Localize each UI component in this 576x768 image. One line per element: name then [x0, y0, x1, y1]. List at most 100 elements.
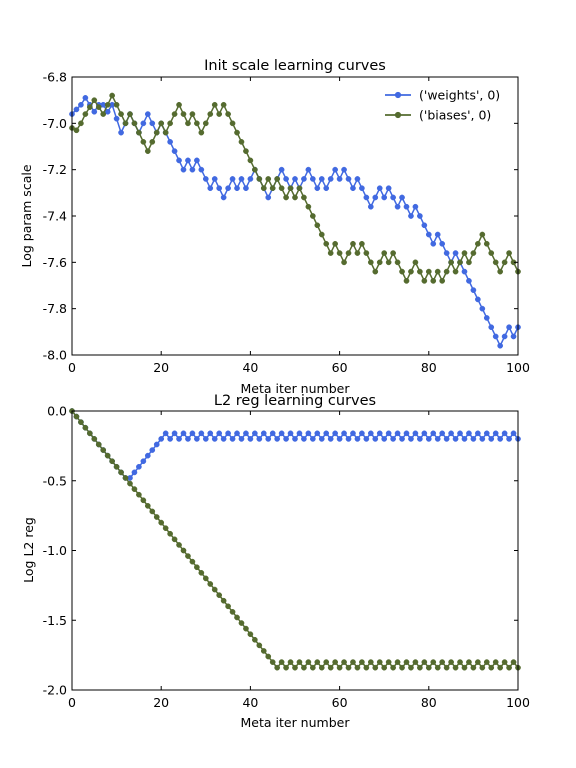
data-point [471, 436, 476, 441]
data-point [83, 95, 88, 100]
data-point [440, 278, 445, 283]
data-point [176, 542, 181, 547]
data-point [203, 176, 208, 181]
data-point [181, 431, 186, 436]
data-point [453, 269, 458, 274]
data-point [172, 537, 177, 542]
y-tick-label: -7.2 [43, 162, 67, 177]
data-point [475, 241, 480, 246]
data-point [493, 431, 498, 436]
data-point [417, 213, 422, 218]
data-point [426, 232, 431, 237]
data-point [217, 431, 222, 436]
data-point [506, 436, 511, 441]
data-point [435, 232, 440, 237]
data-point [408, 269, 413, 274]
data-point [132, 487, 137, 492]
data-point [489, 250, 494, 255]
data-point [257, 643, 262, 648]
data-point [395, 660, 400, 665]
data-point [101, 111, 106, 116]
data-point [181, 548, 186, 553]
data-point [266, 436, 271, 441]
data-point [493, 260, 498, 265]
data-point [399, 436, 404, 441]
data-point [154, 514, 159, 519]
data-point [199, 431, 204, 436]
data-point [368, 660, 373, 665]
data-point [453, 665, 458, 670]
data-point [150, 139, 155, 144]
data-point [226, 186, 231, 191]
data-point [426, 436, 431, 441]
data-point [319, 436, 324, 441]
data-point [234, 130, 239, 135]
data-point [78, 102, 83, 107]
data-point [301, 436, 306, 441]
data-point [266, 176, 271, 181]
data-point [431, 431, 436, 436]
data-point [457, 431, 462, 436]
data-point [315, 431, 320, 436]
data-point [480, 436, 485, 441]
data-point [234, 431, 239, 436]
data-point [87, 431, 92, 436]
data-point [123, 475, 128, 480]
data-point [391, 436, 396, 441]
data-point [248, 632, 253, 637]
data-point [105, 453, 110, 458]
data-point [355, 436, 360, 441]
data-point [176, 102, 181, 107]
data-point [373, 195, 378, 200]
data-point [471, 288, 476, 293]
data-point [217, 593, 222, 598]
data-point [319, 176, 324, 181]
data-point [475, 431, 480, 436]
data-point [283, 176, 288, 181]
data-point [301, 195, 306, 200]
data-point [310, 176, 315, 181]
data-point [333, 431, 338, 436]
data-point [145, 503, 150, 508]
data-point [279, 167, 284, 172]
data-point [194, 565, 199, 570]
data-point [466, 431, 471, 436]
data-point [279, 660, 284, 665]
legend-marker-weights [395, 92, 400, 97]
data-point [114, 102, 119, 107]
data-point [480, 306, 485, 311]
data-point [203, 121, 208, 126]
data-point [306, 204, 311, 209]
data-point [141, 459, 146, 464]
data-point [373, 269, 378, 274]
data-point [217, 186, 222, 191]
data-point [498, 343, 503, 348]
data-point [230, 436, 235, 441]
legend-label-biases: ('biases', 0) [419, 108, 491, 123]
y-tick-label: -7.4 [43, 209, 67, 224]
x-tick-label: 60 [332, 695, 348, 710]
data-point [261, 186, 266, 191]
data-point [168, 436, 173, 441]
data-point [118, 130, 123, 135]
data-point [391, 195, 396, 200]
data-point [502, 431, 507, 436]
data-point [359, 241, 364, 246]
data-point [190, 431, 195, 436]
data-point [239, 176, 244, 181]
data-point [355, 176, 360, 181]
x-tick-label: 100 [506, 360, 530, 375]
data-point [199, 130, 204, 135]
x-tick-label: 20 [153, 695, 169, 710]
data-point [199, 570, 204, 575]
data-point [422, 431, 427, 436]
data-point [172, 111, 177, 116]
x-tick-label: 80 [421, 360, 437, 375]
data-point [337, 665, 342, 670]
data-point [275, 665, 280, 670]
data-point [377, 431, 382, 436]
y-tick-label: -1.5 [43, 613, 67, 628]
data-point [364, 250, 369, 255]
legend-marker-biases [395, 112, 400, 117]
data-point [163, 130, 168, 135]
